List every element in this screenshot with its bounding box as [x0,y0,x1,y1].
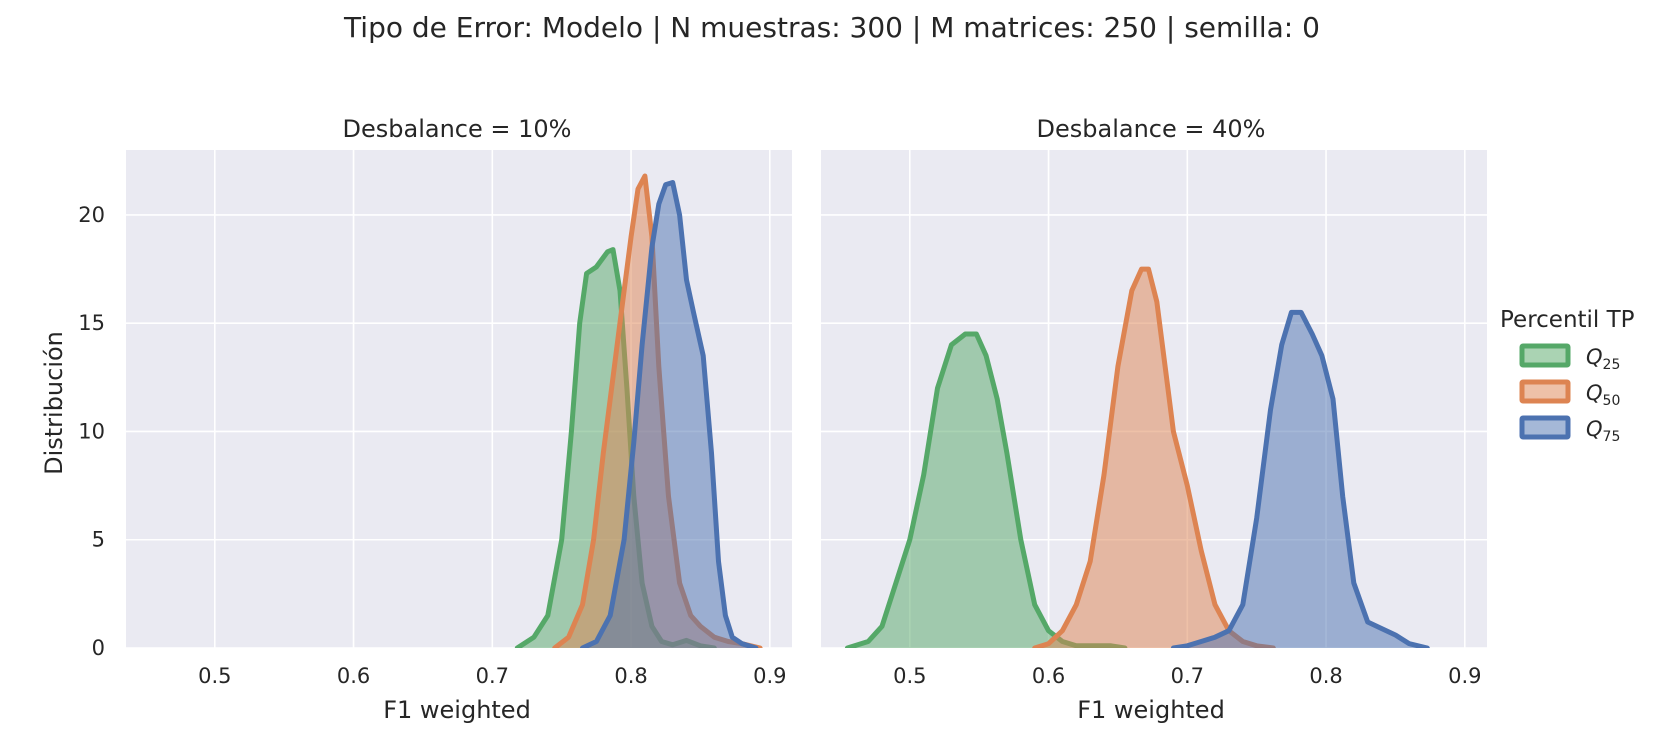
plot-area [126,150,792,649]
density-line-q75 [580,180,759,648]
legend-title: Percentil TP [1500,307,1635,333]
figure-suptitle: Tipo de Error: Modelo | N muestras: 300 … [343,11,1320,44]
x-tick-label: 0.5 [893,664,926,688]
x-tick-label: 0.8 [1309,664,1342,688]
panel-left-ylabel: Distribución [40,331,68,475]
legend-entry-q25: Q25 [1519,343,1620,373]
density-line-q50 [1032,266,1276,648]
series-group [514,173,763,648]
y-tick-label: 0 [92,636,105,660]
panel-right: Desbalance = 40% F1 weighted 0.5 0.6 0.7 0.… [821,115,1487,724]
legend-swatch-q25 [1519,343,1571,368]
density-fill-q75 [1173,312,1428,648]
panel-right-xlabel: F1 weighted [1077,696,1225,724]
plot-area [821,150,1487,649]
legend-entry-q50: Q50 [1519,379,1620,409]
y-tick-label: 20 [78,203,105,227]
density-fill-q25 [847,334,1125,648]
legend-swatch-q75 [1519,415,1571,440]
legend: Percentil TP Q25 Q50 Q75 [1500,307,1635,445]
y-tick-label: 10 [78,419,105,443]
x-tick-label: 0.9 [753,664,786,688]
panel-right-title: Desbalance = 40% [1037,115,1266,143]
panel-left-title: Desbalance = 10% [343,115,572,143]
legend-label-q25: Q25 [1586,345,1620,373]
panel-left-xlabel: F1 weighted [383,696,531,724]
y-tick-label: 5 [92,528,105,552]
x-tick-label: 0.8 [614,664,647,688]
density-line-q75 [1170,309,1430,648]
legend-label-q50: Q50 [1586,381,1620,409]
x-tick-label: 0.6 [1032,664,1065,688]
legend-swatch-q50 [1519,379,1571,404]
x-tick-label: 0.5 [198,664,231,688]
density-fill-q50 [1034,269,1274,648]
x-tick-label: 0.9 [1448,664,1481,688]
panel-left: Desbalance = 10% F1 weighted Distribució… [40,115,792,724]
legend-label-q75: Q75 [1586,417,1620,445]
x-tick-label: 0.7 [1171,664,1204,688]
legend-entry-q75: Q75 [1519,415,1620,445]
x-tick-label: 0.6 [337,664,370,688]
x-tick-label: 0.7 [476,664,509,688]
y-tick-label: 15 [78,311,105,335]
series-group [844,266,1430,648]
